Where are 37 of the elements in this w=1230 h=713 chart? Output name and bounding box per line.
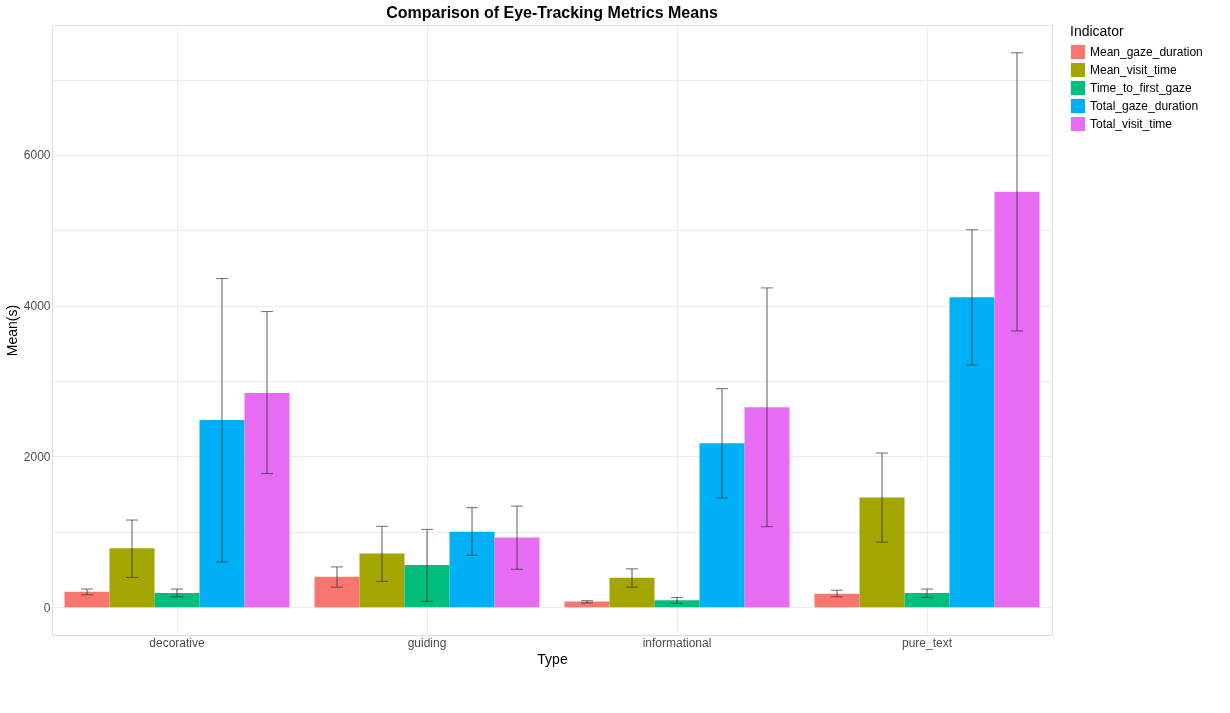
legend-title: Indicator: [1070, 23, 1125, 39]
bar: [494, 537, 540, 608]
bar: [744, 407, 790, 608]
y-axis-title: Mean(s): [3, 304, 20, 357]
legend-label: Time_to_first_gaze: [1090, 81, 1192, 95]
bar: [904, 592, 950, 608]
bar: [244, 392, 290, 608]
bar: [654, 600, 700, 608]
x-tick-label: decorative: [149, 635, 205, 650]
bar: [154, 592, 200, 608]
bar: [64, 591, 110, 608]
bar: [564, 601, 610, 608]
bar: [994, 191, 1040, 608]
x-tick-label: informational: [642, 635, 712, 650]
legend-label: Mean_gaze_duration: [1090, 45, 1203, 59]
bar: [859, 497, 905, 608]
y-tick-label: 6000: [23, 148, 51, 163]
bar: [314, 576, 360, 608]
y-tick-label: 2000: [23, 449, 51, 464]
chart-title: Comparison of Eye-Tracking Metrics Means: [386, 4, 718, 21]
x-tick-label: guiding: [407, 635, 447, 650]
bar: [404, 565, 450, 608]
legend-label: Total_gaze_duration: [1090, 99, 1199, 113]
bar: [449, 531, 495, 608]
y-tick-label: 0: [43, 600, 51, 615]
legend-label: Mean_visit_time: [1090, 63, 1178, 77]
bar: [699, 443, 745, 608]
legend-label: Total_visit_time: [1090, 117, 1173, 131]
bar: [814, 593, 860, 608]
bar: [359, 553, 405, 608]
bar: [199, 420, 245, 608]
bar: [609, 577, 655, 608]
bar: [949, 297, 995, 608]
y-tick-label: 4000: [23, 299, 51, 314]
x-tick-label: pure_text: [901, 635, 953, 650]
bar: [109, 548, 155, 608]
x-axis-title: Type: [537, 650, 568, 667]
